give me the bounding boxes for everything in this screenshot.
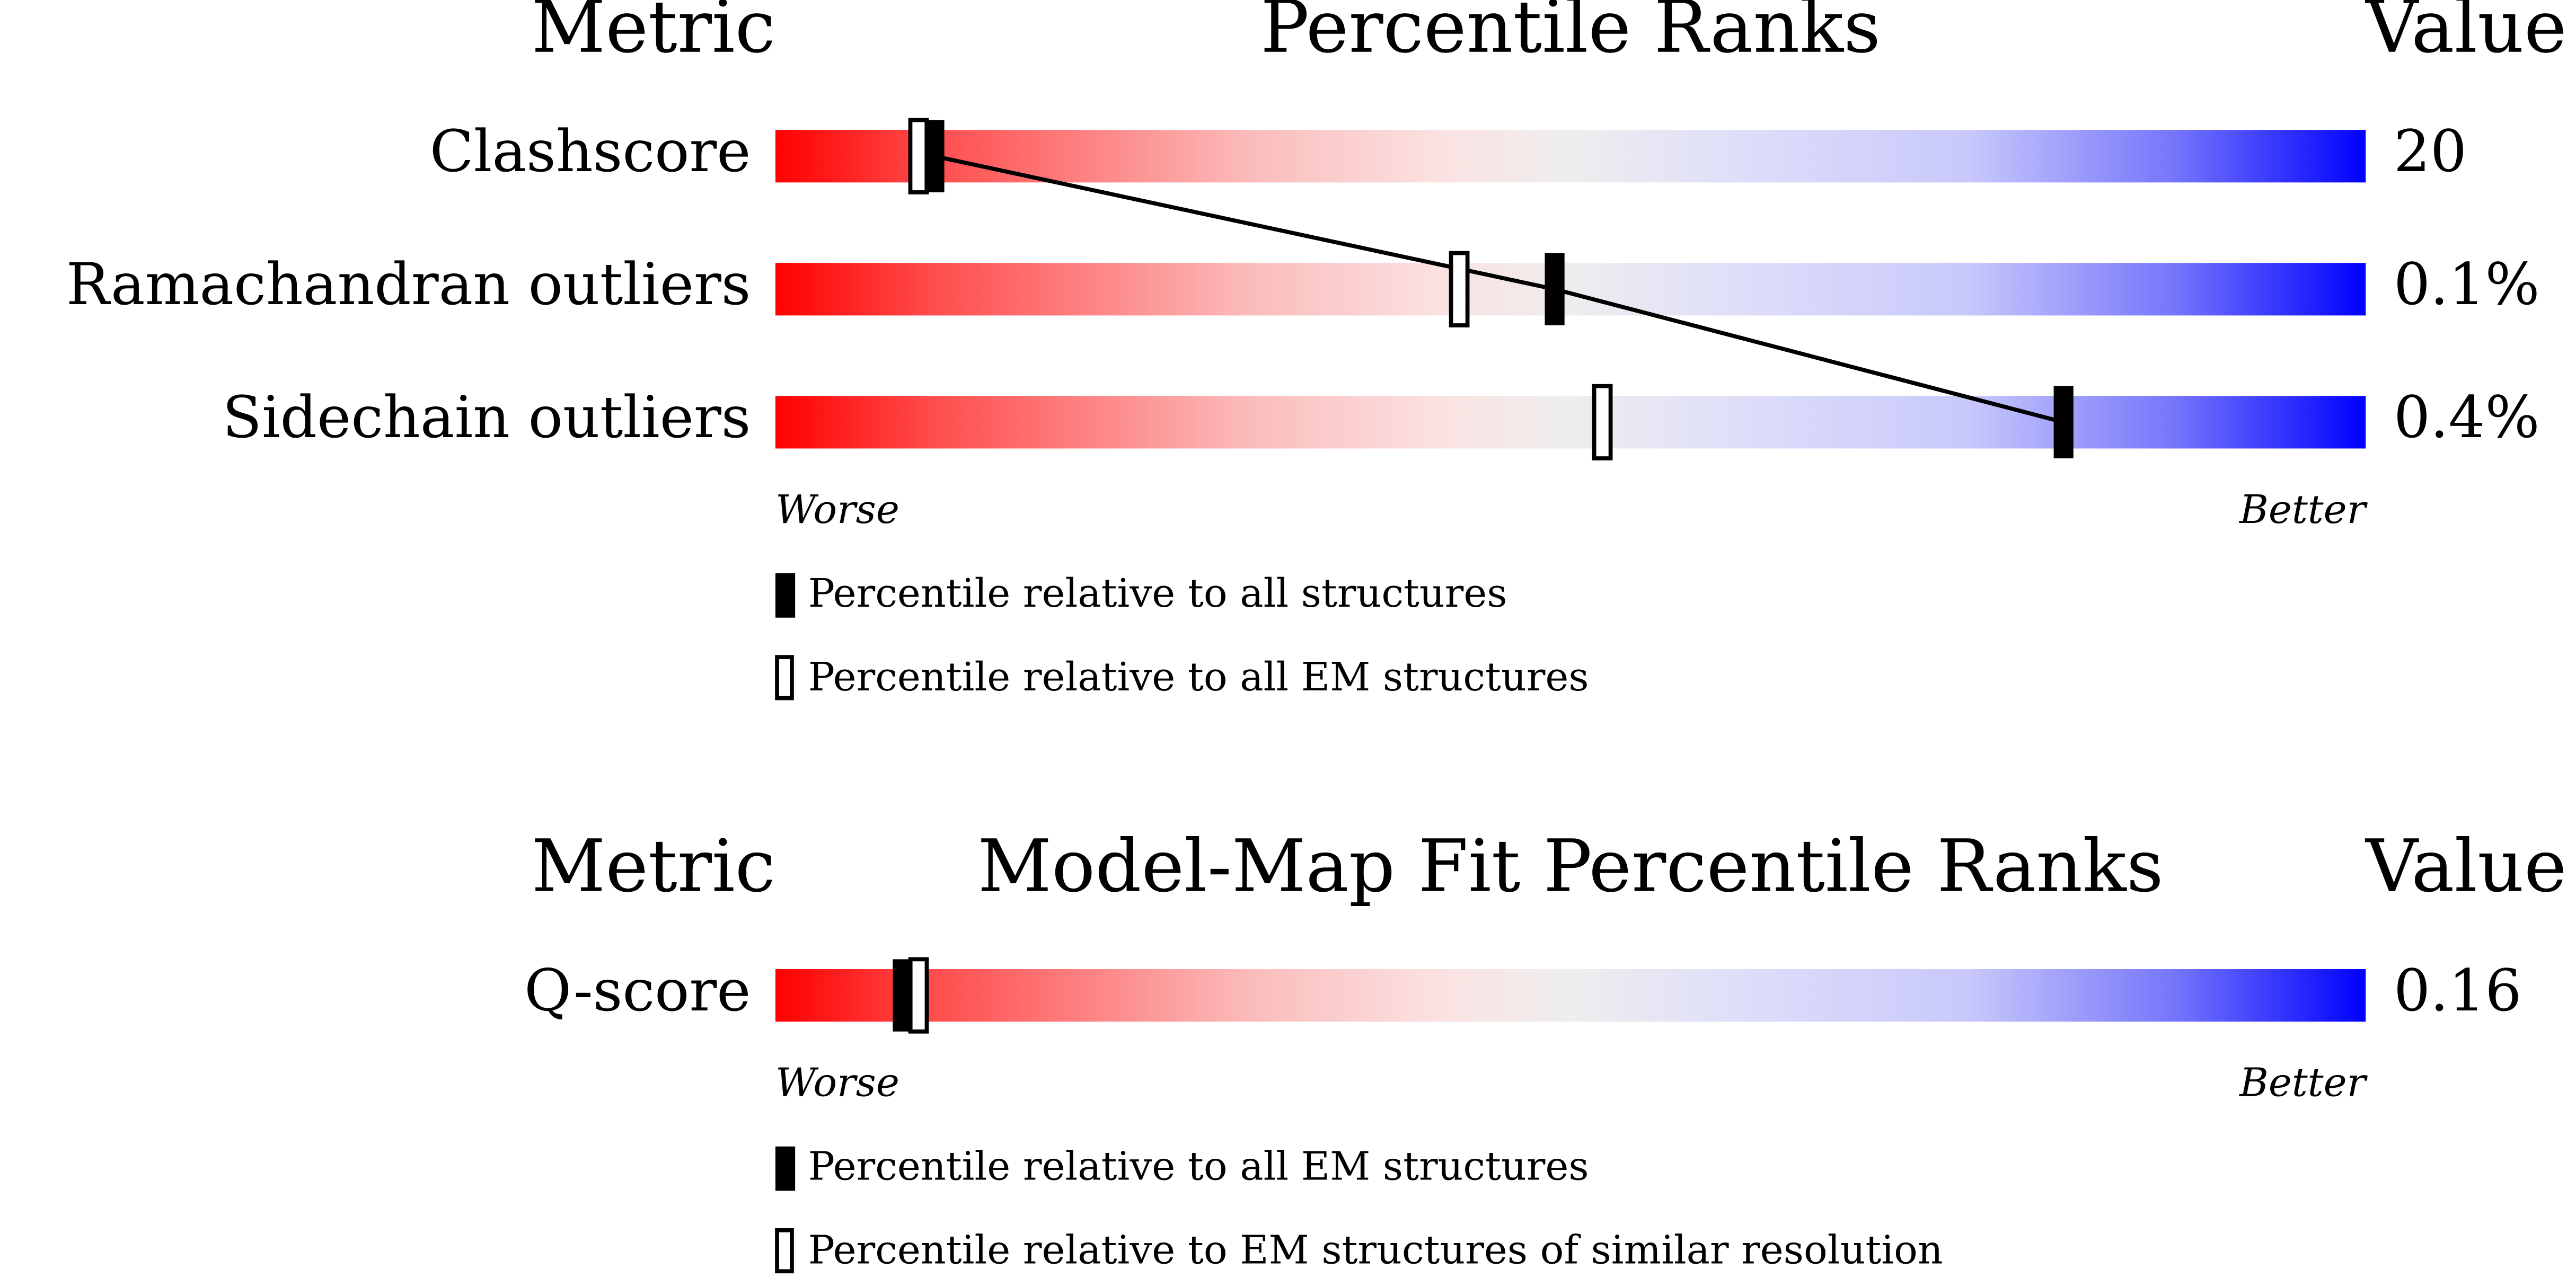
header-metric: Metric	[532, 824, 775, 909]
metric-label: Sidechain outliers	[223, 384, 751, 451]
legend-open-icon	[775, 655, 794, 700]
legend-filled-text: Percentile relative to all structures	[808, 570, 1507, 616]
better-label: Better	[2238, 486, 2368, 532]
legend-filled-icon	[775, 1146, 796, 1191]
header-metric: Metric	[532, 0, 775, 69]
worse-label: Worse	[775, 486, 899, 532]
legend-open-text: Percentile relative to all EM structures	[808, 654, 1589, 700]
marker-open	[908, 957, 929, 1034]
legend-filled-icon	[775, 573, 796, 618]
slider-bar	[775, 263, 2366, 316]
better-label: Better	[2238, 1060, 2368, 1106]
metric-label: Q-score	[524, 957, 751, 1024]
metric-value: 20	[2394, 118, 2467, 185]
marker-open	[908, 118, 929, 194]
legend-filled-text: Percentile relative to all EM structures	[808, 1143, 1589, 1190]
metric-label: Clashscore	[430, 118, 751, 185]
header-value: Value	[2365, 824, 2566, 909]
marker-filled	[1545, 253, 1565, 325]
marker-open	[1449, 251, 1470, 327]
metric-label: Ramachandran outliers	[66, 251, 751, 318]
slider-bar	[775, 130, 2366, 183]
worse-label: Worse	[775, 1060, 899, 1106]
metric-value: 0.1%	[2394, 251, 2540, 318]
metric-value: 0.16	[2394, 957, 2522, 1024]
marker-filled	[2053, 386, 2074, 459]
header-value: Value	[2365, 0, 2566, 69]
legend-open-text: Percentile relative to EM structures of …	[808, 1227, 1943, 1273]
header-title: Percentile Ranks	[1260, 0, 1881, 69]
marker-filled	[893, 959, 913, 1032]
slider-bar	[775, 969, 2366, 1022]
marker-filled	[924, 120, 945, 192]
legend-open-icon	[775, 1228, 794, 1274]
marker-open	[1592, 384, 1613, 460]
metric-value: 0.4%	[2394, 384, 2540, 451]
slider-bar	[775, 396, 2366, 449]
header-title: Model-Map Fit Percentile Ranks	[977, 824, 2163, 909]
